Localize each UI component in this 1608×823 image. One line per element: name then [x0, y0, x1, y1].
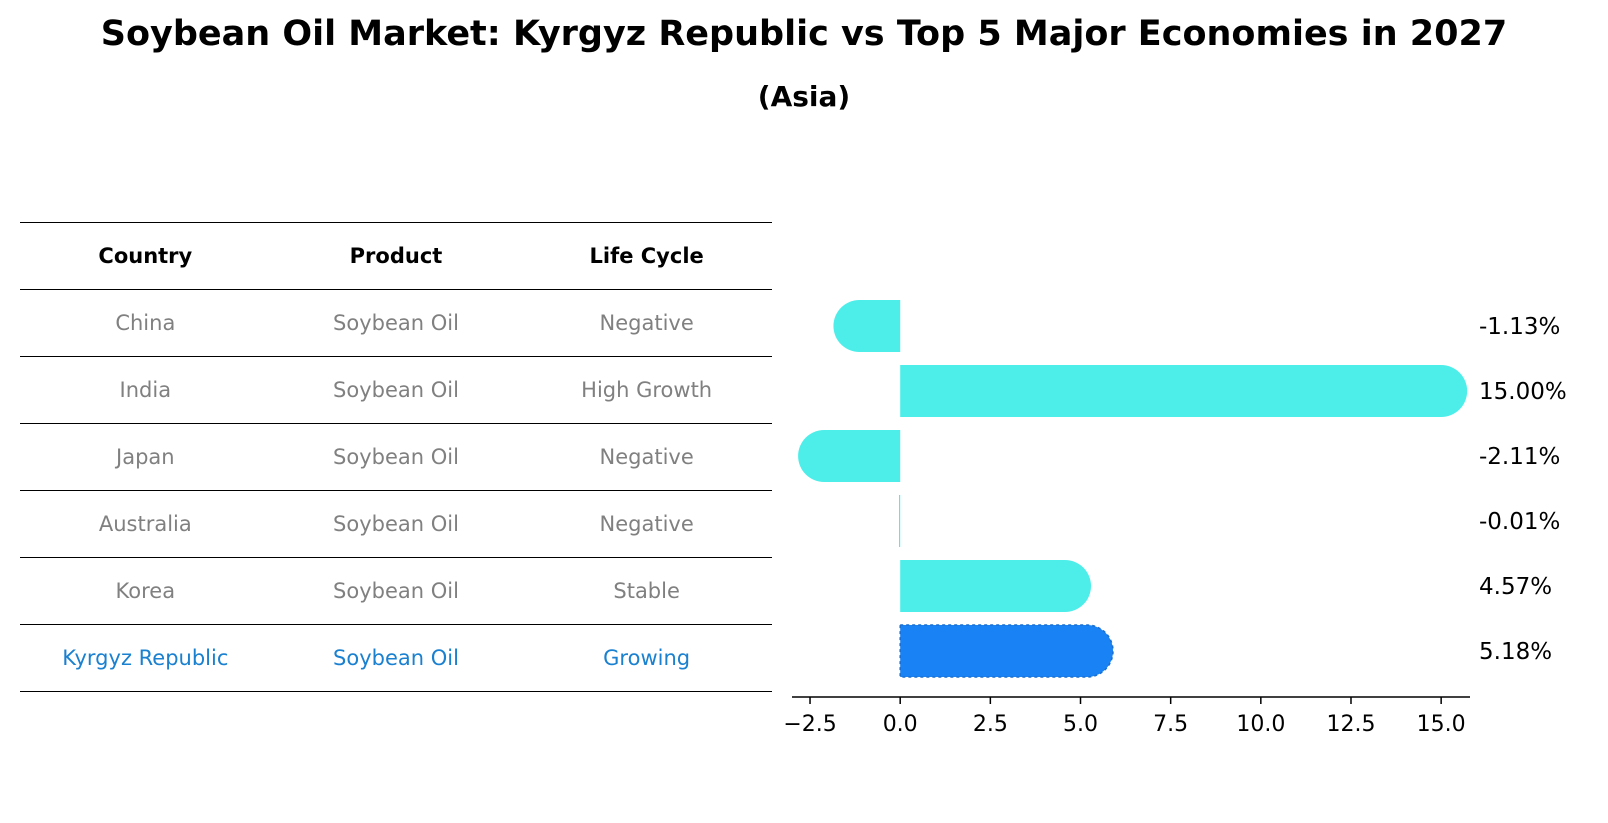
- value-label: 5.18%: [1479, 639, 1552, 665]
- cell-life-cycle: Stable: [613, 579, 680, 603]
- table-row: India Soybean Oil High Growth: [20, 357, 772, 424]
- cell-country: Korea: [115, 579, 176, 603]
- x-tick-label: 7.5: [1153, 712, 1188, 737]
- cell-life-cycle: Growing: [603, 646, 691, 670]
- x-tick-label: −2.5: [783, 712, 836, 737]
- cell-country: Australia: [98, 512, 192, 536]
- value-label: -2.11%: [1479, 444, 1560, 470]
- table-row: Australia Soybean Oil Negative: [20, 491, 772, 558]
- bar: [900, 560, 1092, 612]
- table-row: Japan Soybean Oil Negative: [20, 424, 772, 491]
- cell-country: China: [115, 311, 176, 335]
- cell-product: Soybean Oil: [333, 646, 459, 670]
- data-table: Country Product Life Cycle China Soybean…: [20, 222, 772, 692]
- x-tick-label: 10.0: [1236, 712, 1285, 737]
- cell-product: Soybean Oil: [333, 311, 459, 335]
- cell-product: Soybean Oil: [333, 579, 459, 603]
- cell-product: Soybean Oil: [333, 445, 459, 469]
- value-label: -0.01%: [1479, 509, 1560, 535]
- cell-country: Japan: [116, 445, 175, 469]
- cell-life-cycle: Negative: [599, 445, 694, 469]
- header-country: Country: [98, 244, 193, 268]
- bar: [833, 300, 901, 352]
- cell-country: India: [119, 378, 172, 402]
- x-tick-label: 2.5: [973, 712, 1008, 737]
- bar: [898, 495, 901, 547]
- value-label: 15.00%: [1479, 379, 1567, 405]
- cell-product: Soybean Oil: [333, 378, 459, 402]
- x-tick-label: 12.5: [1326, 712, 1375, 737]
- chart-subtitle: (Asia): [757, 80, 851, 113]
- table-row: China Soybean Oil Negative: [20, 290, 772, 357]
- bar-highlight: [899, 624, 1114, 678]
- bar: [798, 430, 901, 482]
- value-label: 4.57%: [1479, 574, 1552, 600]
- table-row-highlight: Kyrgyz Republic Soybean Oil Growing: [20, 625, 772, 692]
- table-header-row: Country Product Life Cycle: [20, 222, 772, 290]
- header-product: Product: [349, 244, 443, 268]
- cell-country: Kyrgyz Republic: [62, 646, 229, 670]
- x-tick-label: 5.0: [1063, 712, 1098, 737]
- x-tick-label: 0.0: [883, 712, 918, 737]
- bar: [900, 365, 1468, 417]
- cell-product: Soybean Oil: [333, 512, 459, 536]
- value-label: -1.13%: [1479, 314, 1560, 340]
- x-tick-label: 15.0: [1417, 712, 1466, 737]
- cell-life-cycle: Negative: [599, 311, 694, 335]
- cell-life-cycle: Negative: [599, 512, 694, 536]
- header-life-cycle: Life Cycle: [589, 244, 704, 268]
- table-row: Korea Soybean Oil Stable: [20, 558, 772, 625]
- cell-life-cycle: High Growth: [581, 378, 713, 402]
- chart-title: Soybean Oil Market: Kyrgyz Republic vs T…: [100, 14, 1508, 54]
